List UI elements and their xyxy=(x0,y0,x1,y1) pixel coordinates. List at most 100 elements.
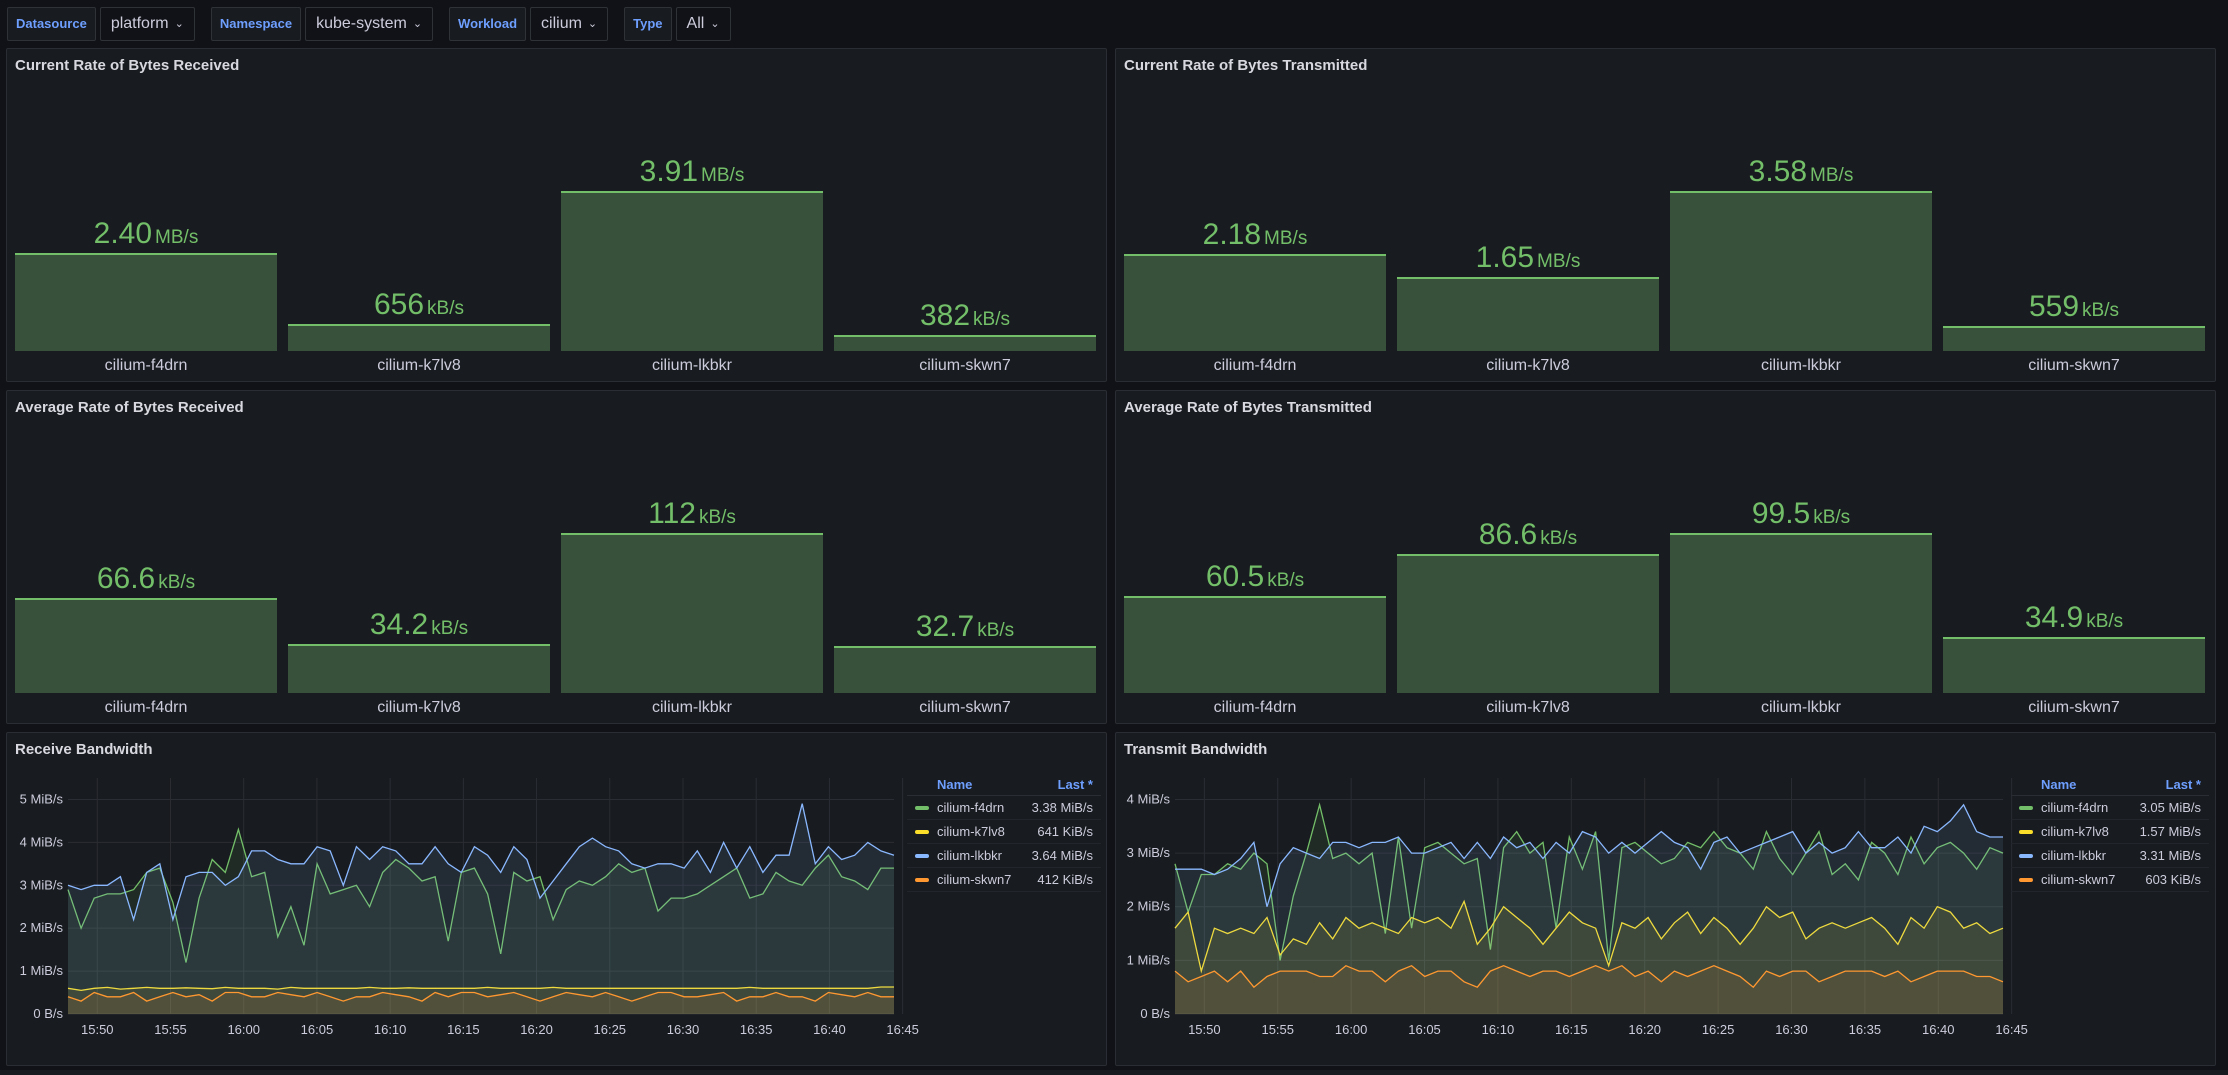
series-area-cilium-f4drn xyxy=(68,829,894,1014)
legend-series-name: cilium-k7lv8 xyxy=(2041,824,2109,839)
bar-value-number: 34.2 xyxy=(369,608,429,641)
bar-label-cilium-lkbkr: cilium-lkbkr xyxy=(1761,357,1841,374)
bar-value-number: 3.91 xyxy=(639,155,699,188)
legend-row[interactable]: cilium-k7lv8 1.57 MiB/s xyxy=(2011,820,2209,844)
bar-label-cilium-f4drn: cilium-f4drn xyxy=(1213,699,1297,716)
bar-value-cilium-skwn7: 559 kB/s xyxy=(1943,290,2205,324)
panel-title: Receive Bandwidth xyxy=(15,741,153,758)
bar-value-unit: kB/s xyxy=(2086,611,2124,632)
bar-cilium-skwn7[interactable] xyxy=(1943,637,2205,693)
datasource-select[interactable]: platform ⌄ xyxy=(99,7,195,41)
x-tick-label: 16:40 xyxy=(813,1022,846,1037)
legend-table: Name Last * cilium-f4drn 3.05 MiB/s cilium-k… xyxy=(2011,773,2209,892)
bar-value-unit: MB/s xyxy=(1264,228,1308,249)
bar-cilium-f4drn[interactable] xyxy=(1124,254,1386,351)
x-tick-label: 15:55 xyxy=(154,1022,187,1037)
legend-series: cilium-f4drn xyxy=(2011,800,2121,815)
bar-cilium-lkbkr[interactable] xyxy=(561,191,823,351)
legend-row[interactable]: cilium-f4drn 3.05 MiB/s xyxy=(2011,796,2209,820)
bar-cilium-k7lv8[interactable] xyxy=(288,644,550,693)
bar-value-cilium-lkbkr: 3.91 MB/s xyxy=(561,155,823,189)
bar-cilium-f4drn[interactable] xyxy=(15,598,277,693)
chevron-down-icon: ⌄ xyxy=(710,18,720,30)
y-tick-label: 4 MiB/s xyxy=(20,834,64,849)
panel-title: Average Rate of Bytes Transmitted xyxy=(1124,399,1372,416)
y-tick-label: 3 MiB/s xyxy=(1127,845,1171,860)
legend-row[interactable]: cilium-skwn7 412 KiB/s xyxy=(907,868,1101,892)
bar-value-number: 60.5 xyxy=(1205,560,1265,593)
x-tick-label: 16:30 xyxy=(1775,1022,1808,1037)
legend-row[interactable]: cilium-lkbkr 3.31 MiB/s xyxy=(2011,844,2209,868)
legend-swatch-icon xyxy=(2019,877,2033,882)
bar-cilium-k7lv8[interactable] xyxy=(1397,277,1659,351)
legend-series-name: cilium-skwn7 xyxy=(937,872,1012,887)
x-tick-label: 16:10 xyxy=(374,1022,407,1037)
legend-header-last[interactable]: Last * xyxy=(2165,776,2201,792)
bar-cilium-f4drn[interactable] xyxy=(15,253,277,351)
legend-series-last: 3.64 MiB/s xyxy=(1031,848,1093,863)
x-tick-label: 16:40 xyxy=(1922,1022,1955,1037)
bar-label-cilium-skwn7: cilium-skwn7 xyxy=(919,699,1011,716)
x-tick-label: 15:50 xyxy=(81,1022,114,1037)
legend-series-last: 3.05 MiB/s xyxy=(2139,800,2201,815)
datasource-value: platform xyxy=(110,15,169,32)
bar-cilium-lkbkr[interactable] xyxy=(1670,533,1932,693)
type-select[interactable]: All ⌄ xyxy=(675,7,731,41)
y-tick-label: 3 MiB/s xyxy=(20,877,64,892)
y-tick-label: 2 MiB/s xyxy=(20,920,64,935)
bar-cilium-skwn7[interactable] xyxy=(1943,326,2205,351)
legend-swatch-icon xyxy=(915,853,929,858)
legend-swatch-icon xyxy=(915,877,929,882)
bar-cilium-skwn7[interactable] xyxy=(834,335,1096,351)
bar-cilium-k7lv8[interactable] xyxy=(1397,554,1659,693)
series-line-cilium-skwn7 xyxy=(67,991,894,1002)
legend-swatch-icon xyxy=(915,829,929,834)
bar-value-number: 559 xyxy=(2028,290,2080,323)
receive-bandwidth-chart[interactable]: 0 B/s 1 MiB/s 2 MiB/s 3 MiB/s 4 MiB/s 5 MiB/s… xyxy=(7,733,1108,1067)
bar-value-number: 2.18 xyxy=(1202,218,1262,251)
panel-average-rate-transmitted[interactable]: Average Rate of Bytes Transmitted 60.5 kB… xyxy=(1115,390,2216,724)
legend-swatch-icon xyxy=(2019,853,2033,858)
legend-row[interactable]: cilium-f4drn 3.38 MiB/s xyxy=(907,796,1101,820)
series-area-cilium-f4drn xyxy=(1175,804,2003,1014)
legend-header-name[interactable]: Name xyxy=(2041,776,2077,792)
legend-header-name[interactable]: Name xyxy=(937,776,973,792)
legend-series-name: cilium-lkbkr xyxy=(2041,848,2106,863)
panel-current-rate-transmitted[interactable]: Current Rate of Bytes Transmitted 2.18 MB… xyxy=(1115,48,2216,382)
x-tick-label: 16:05 xyxy=(1408,1022,1441,1037)
panel-receive-bandwidth[interactable]: Receive Bandwidth 0 B/s 1 MiB/s 2 MiB/s 3 M… xyxy=(6,732,1107,1066)
workload-select[interactable]: cilium ⌄ xyxy=(530,7,609,41)
legend-series-name: cilium-f4drn xyxy=(937,800,1005,815)
variable-label-type: Type xyxy=(624,7,672,41)
bar-value-cilium-skwn7: 382 kB/s xyxy=(834,299,1096,333)
bar-value-number: 34.9 xyxy=(2024,601,2084,634)
x-tick-label: 16:45 xyxy=(886,1022,919,1037)
panel-transmit-bandwidth[interactable]: Transmit Bandwidth 0 B/s 1 MiB/s 2 MiB/s 3 … xyxy=(1115,732,2216,1066)
bar-cilium-lkbkr[interactable] xyxy=(1670,191,1932,351)
bar-value-number: 86.6 xyxy=(1478,518,1538,551)
bar-cilium-skwn7[interactable] xyxy=(834,646,1096,693)
legend-row[interactable]: cilium-lkbkr 3.64 MiB/s xyxy=(907,844,1101,868)
legend-row[interactable]: cilium-skwn7 603 KiB/s xyxy=(2011,868,2209,892)
panel-current-rate-received[interactable]: Current Rate of Bytes Received 2.40 MB/s c… xyxy=(6,48,1107,382)
variable-label-workload: Workload xyxy=(449,7,527,41)
panel-title: Current Rate of Bytes Transmitted xyxy=(1124,57,1368,74)
panel-average-rate-received[interactable]: Average Rate of Bytes Received 66.6 kB/s c… xyxy=(6,390,1107,724)
legend-swatch-icon xyxy=(2019,829,2033,834)
bar-label-cilium-k7lv8: cilium-k7lv8 xyxy=(377,357,461,374)
bar-value-number: 3.58 xyxy=(1748,155,1808,188)
legend-series-last: 3.38 MiB/s xyxy=(1031,800,1093,815)
namespace-select[interactable]: kube-system ⌄ xyxy=(305,7,434,41)
bar-label-cilium-f4drn: cilium-f4drn xyxy=(104,357,188,374)
bar-cilium-lkbkr[interactable] xyxy=(561,533,823,693)
bar-value-number: 656 xyxy=(373,288,425,321)
legend-row[interactable]: cilium-k7lv8 641 KiB/s xyxy=(907,820,1101,844)
series-line-cilium-f4drn xyxy=(1174,802,2004,961)
transmit-bandwidth-chart[interactable]: 0 B/s 1 MiB/s 2 MiB/s 3 MiB/s 4 MiB/s 15:50 15… xyxy=(1116,733,2217,1067)
bar-cilium-k7lv8[interactable] xyxy=(288,324,550,351)
legend-series-last: 603 KiB/s xyxy=(2145,872,2201,887)
series-line-cilium-lkbkr xyxy=(1175,803,2003,907)
legend-header-last[interactable]: Last * xyxy=(1057,776,1093,792)
bar-cilium-f4drn[interactable] xyxy=(1124,596,1386,693)
bar-value-number: 382 xyxy=(919,299,971,332)
